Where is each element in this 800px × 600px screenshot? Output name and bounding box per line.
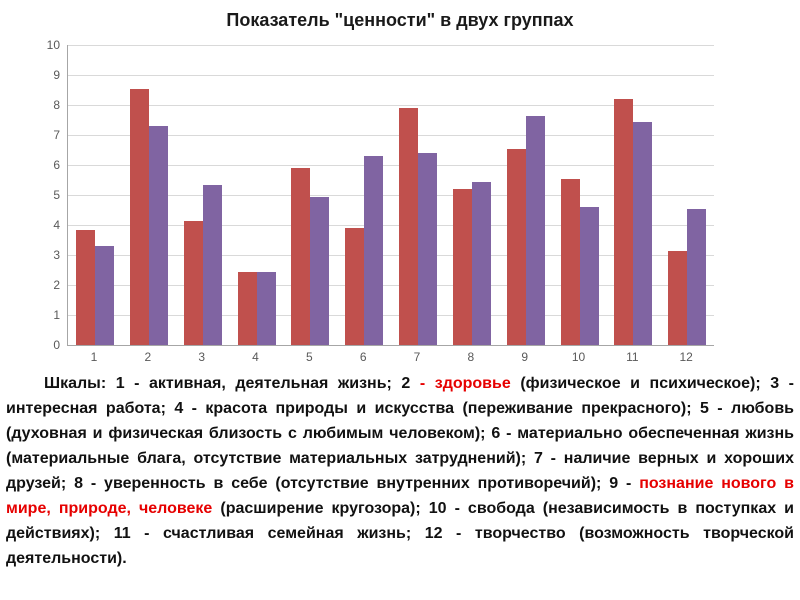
bar-group-1-cat9 [506,148,526,345]
gridline [68,165,714,166]
gridline [68,45,714,46]
bar-group-1-cat8 [452,189,472,345]
y-tick-label: 6 [53,158,60,172]
y-tick-label: 4 [53,218,60,232]
y-tick-label: 7 [53,128,60,142]
bar-group-1-cat4 [237,271,257,345]
x-tick-label: 4 [252,350,259,364]
caption-segment: (физическое и психическое); 3 - интересн… [6,375,795,492]
bar-group-1-cat1 [76,229,95,345]
bar-group-2-cat4 [256,271,276,345]
y-tick-label: 1 [53,308,60,322]
bar-group-2-cat11 [633,121,653,345]
x-tick-label: 7 [413,350,421,364]
bar-group-1-cat3 [183,220,203,345]
x-tick-label: 12 [679,350,693,364]
bar-group-1-cat11 [614,99,634,345]
bar-group-2-cat5 [310,196,330,345]
y-tick-label: 8 [53,98,60,112]
x-tick-label: 1 [90,350,98,364]
y-tick-label: 3 [53,248,60,262]
bar-group-2-cat7 [418,153,437,345]
bar-group-2-cat6 [364,156,384,345]
bar-group-1-cat10 [560,178,580,345]
bar-group-2-cat10 [579,207,599,345]
x-tick-label: 10 [571,350,586,364]
gridline [68,135,714,136]
bar-group-2-cat2 [148,126,168,345]
y-tick-label: 0 [53,338,60,352]
x-tick-label: 6 [359,350,367,364]
y-tick-label: 10 [46,38,60,52]
gridline [68,105,714,106]
y-tick-label: 9 [53,68,60,82]
x-tick-label: 2 [144,350,152,364]
gridline [68,285,714,286]
gridline [68,225,714,226]
bar-group-1-cat5 [291,168,311,345]
caption-segment: (расширение кругозора); 10 - свобода (не… [6,500,794,567]
bar-group-2-cat12 [687,208,707,345]
plot-area [67,45,714,346]
x-tick-label: 5 [305,350,313,364]
gridline [68,255,714,256]
caption-segment: Шкалы: 1 - активная, деятельная жизнь; 2 [44,375,420,392]
x-tick-label: 3 [198,350,205,364]
bar-group-2-cat1 [95,246,114,345]
bar-group-1-cat7 [399,108,418,345]
bar-group-2-cat3 [202,184,222,345]
y-tick-label: 5 [53,188,60,202]
bar-group-1-cat2 [129,88,149,345]
x-tick-label: 8 [467,350,475,364]
gridline [68,315,714,316]
bar-group-2-cat9 [525,115,545,345]
caption-segment-red: познание нового в мире, природе, человек… [6,475,794,517]
chart-title: Показатель "ценности" в двух группах [226,10,574,30]
bar-group-2-cat8 [471,181,491,345]
y-tick-label: 2 [53,278,60,292]
bar-group-1-cat12 [668,250,688,345]
gridline [68,75,714,76]
x-tick-label: 9 [521,350,528,364]
bar-group-1-cat6 [345,228,365,345]
gridline [68,195,714,196]
x-tick-label: 11 [626,350,639,364]
caption-text: Шкалы: 1 - активная, деятельная жизнь; 2… [6,371,794,571]
caption-segment-red: - здоровье [419,375,511,392]
